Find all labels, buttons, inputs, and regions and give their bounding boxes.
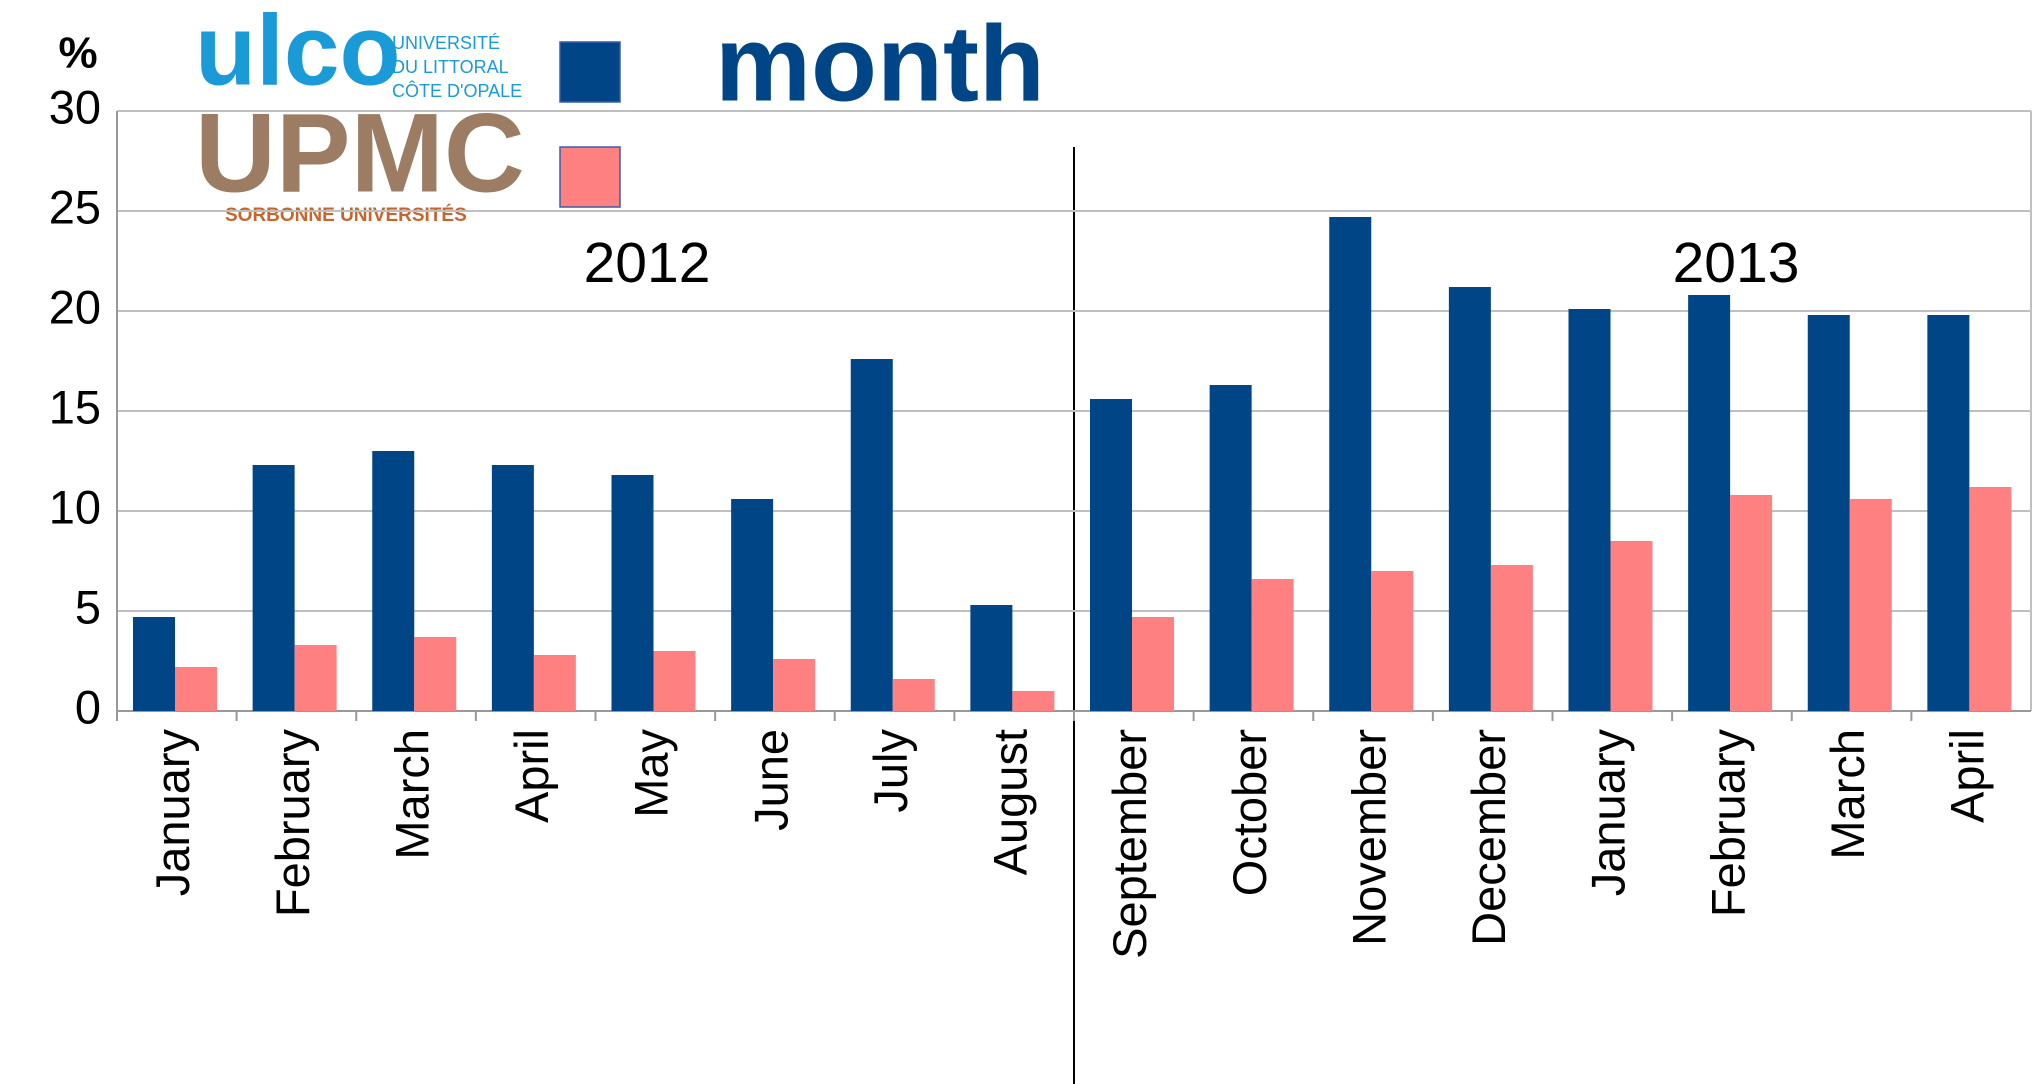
y-tick-label: 15: [49, 380, 101, 433]
y-tick-label: 10: [49, 480, 101, 533]
bar: [970, 605, 1013, 711]
bar: [1568, 309, 1611, 711]
y-tick-label: 5: [75, 580, 101, 633]
bar: [252, 465, 295, 711]
x-tick-label: October: [1223, 729, 1276, 896]
y-tick-label: 20: [49, 280, 101, 333]
x-tick-label: April: [505, 729, 558, 823]
x-tick-label: December: [1462, 729, 1515, 946]
bar: [372, 451, 415, 711]
bar: [850, 359, 893, 711]
x-tick-label: August: [984, 729, 1037, 875]
bar: [1448, 287, 1491, 711]
x-tick-label: September: [1103, 729, 1156, 959]
bar: [1209, 385, 1252, 711]
x-tick-label: January: [1582, 729, 1635, 897]
bar: [1329, 217, 1372, 711]
y-tick-label: 30: [49, 80, 101, 133]
bar: [491, 465, 534, 711]
bar: [1490, 565, 1533, 711]
bar: [1688, 295, 1731, 711]
x-tick-label: March: [385, 729, 438, 860]
bar: [1927, 315, 1970, 711]
y-tick-label: 25: [49, 180, 101, 233]
bar: [1371, 571, 1414, 711]
annotation: 2013: [1673, 231, 1800, 295]
legend-label: month: [715, 3, 1045, 124]
bar: [1090, 399, 1132, 711]
x-tick-label: March: [1821, 729, 1874, 860]
legend-swatch: [559, 146, 621, 208]
bar: [1012, 691, 1055, 711]
x-tick-label: January: [146, 729, 199, 897]
logo-ulco-text: UNIVERSITÉ: [392, 33, 500, 53]
annotation: 2012: [584, 231, 711, 295]
bar: [773, 659, 816, 711]
logo-ulco: ulco: [195, 0, 401, 106]
x-tick-label: April: [1941, 729, 1994, 823]
bar: [133, 617, 175, 711]
logo-upmc: UPMC: [195, 91, 525, 216]
bar: [1730, 495, 1773, 711]
x-tick-label: May: [625, 729, 678, 818]
bar: [414, 637, 457, 711]
bar: [731, 499, 774, 711]
x-tick-label: November: [1342, 729, 1395, 946]
bar: [1849, 499, 1892, 711]
bar: [1610, 541, 1653, 711]
x-tick-label: June: [744, 729, 797, 831]
bar: [175, 667, 217, 711]
legend-swatch: [559, 41, 621, 103]
y-tick-label: 0: [75, 680, 101, 733]
bar: [1132, 617, 1174, 711]
bar: [1807, 315, 1850, 711]
y-axis-label: %: [58, 29, 97, 78]
logo-ulco-text: DU LITTORAL: [392, 57, 509, 77]
bar: [533, 655, 576, 711]
x-tick-label: July: [864, 729, 917, 813]
logo-upmc-text: SORBONNE UNIVERSITÉS: [225, 204, 467, 226]
bar: [611, 475, 654, 711]
x-tick-label: February: [1701, 729, 1754, 918]
logo-ulco-text: CÔTE D'OPALE: [392, 80, 522, 101]
bar: [1969, 487, 2012, 711]
bar: [892, 679, 935, 711]
bar: [653, 651, 696, 711]
bar: [1251, 579, 1294, 711]
x-tick-label: February: [266, 729, 319, 918]
bar: [294, 645, 337, 711]
